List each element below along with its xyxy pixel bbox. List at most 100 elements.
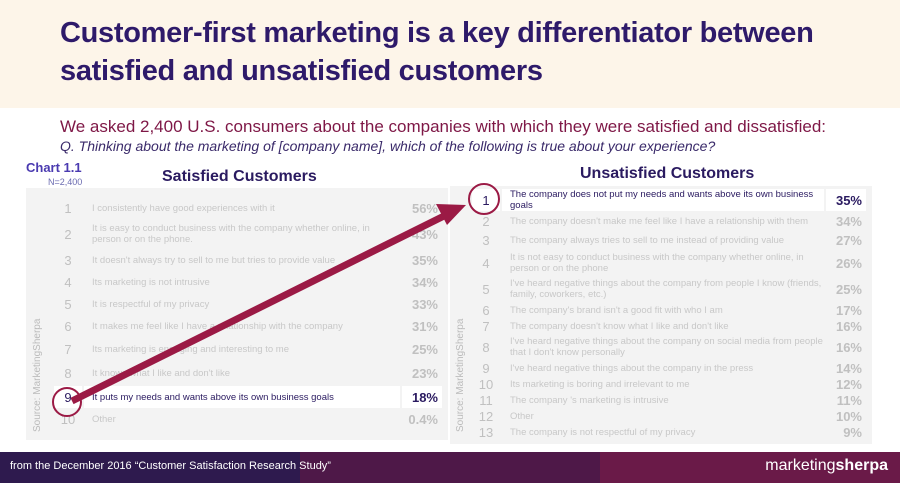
rank-cell: 7 — [472, 319, 500, 333]
table-row: 9 It puts my needs and wants above its ow… — [54, 386, 442, 408]
percent-cell: 23% — [402, 362, 442, 384]
percent-cell: 16% — [826, 335, 866, 359]
statement-cell: I've heard negative things about the com… — [502, 335, 824, 359]
table-row: 2 The company doesn't make me feel like I… — [472, 213, 866, 230]
rank-cell: 3 — [472, 232, 500, 249]
statement-cell: It knows what I like and don't like — [84, 362, 400, 384]
table-row: 3 The company always tries to sell to me … — [472, 232, 866, 249]
rank-cell: 6 — [472, 303, 500, 317]
statement-cell: The company doesn't make me feel like I … — [502, 213, 824, 230]
statement-cell: The company does not put my needs and wa… — [502, 189, 824, 211]
rank-cell: 8 — [54, 362, 82, 384]
rank-cell: 4 — [54, 272, 82, 292]
table-row: 1 The company does not put my needs and w… — [472, 189, 866, 211]
table-row: 4 It is not easy to conduct business with… — [472, 251, 866, 275]
statement-cell: I've heard negative things about the com… — [502, 277, 824, 301]
statement-cell: Other — [84, 410, 400, 428]
table-row: 3 It doesn't always try to sell to me but… — [54, 250, 442, 270]
header-banner — [0, 0, 900, 108]
table-row: 5 I've heard negative things about the co… — [472, 277, 866, 301]
table-row: 6 The company's brand isn't a good fit wi… — [472, 303, 866, 317]
percent-cell: 25% — [402, 338, 442, 360]
percent-cell: 16% — [826, 319, 866, 333]
percent-cell: 9% — [826, 425, 866, 439]
intro-text: We asked 2,400 U.S. consumers about the … — [60, 117, 827, 136]
marketingsherpa-logo: marketingsherpa — [765, 457, 888, 474]
rank-cell: 5 — [472, 277, 500, 301]
rank-cell: 4 — [472, 251, 500, 275]
statement-cell: The company doesn't know what I like and… — [502, 319, 824, 333]
percent-cell: 34% — [402, 272, 442, 292]
rank-cell: 5 — [54, 294, 82, 314]
table-row: 10 Its marketing is boring and irrelevant… — [472, 377, 866, 391]
percent-cell: 17% — [826, 303, 866, 317]
table-row: 5 It is respectful of my privacy 33% — [54, 294, 442, 314]
statement-cell: It is easy to conduct business with the … — [84, 220, 400, 248]
percent-cell: 35% — [402, 250, 442, 270]
percent-cell: 18% — [402, 386, 442, 408]
rank-cell: 3 — [54, 250, 82, 270]
statement-cell: I've heard negative things about the com… — [502, 361, 824, 375]
percent-cell: 26% — [826, 251, 866, 275]
table-row: 11 The company 's marketing is intrusive 1… — [472, 393, 866, 407]
percent-cell: 11% — [826, 393, 866, 407]
rank-cell: 8 — [472, 335, 500, 359]
footer-source: from the December 2016 “Customer Satisfa… — [10, 460, 331, 472]
table-row: 2 It is easy to conduct business with the… — [54, 220, 442, 248]
statement-cell: The company always tries to sell to me i… — [502, 232, 824, 249]
rank-cell: 1 — [54, 198, 82, 218]
rank-cell: 2 — [472, 213, 500, 230]
statement-cell: I consistently have good experiences wit… — [84, 198, 400, 218]
statement-cell: It doesn't always try to sell to me but … — [84, 250, 400, 270]
percent-cell: 56% — [402, 198, 442, 218]
percent-cell: 27% — [826, 232, 866, 249]
percent-cell: 34% — [826, 213, 866, 230]
page-title: Customer-first marketing is a key differ… — [60, 17, 814, 87]
chart-label: Chart 1.1 — [26, 160, 82, 175]
statement-cell: It is not easy to conduct business with … — [502, 251, 824, 275]
statement-cell: The company 's marketing is intrusive — [502, 393, 824, 407]
table-row: 12 Other 10% — [472, 409, 866, 423]
statement-cell: Its marketing is boring and irrelevant t… — [502, 377, 824, 391]
rank-cell: 7 — [54, 338, 82, 360]
table-row: 8 It knows what I like and don't like 23% — [54, 362, 442, 384]
percent-cell: 25% — [826, 277, 866, 301]
statement-cell: It is respectful of my privacy — [84, 294, 400, 314]
percent-cell: 35% — [826, 189, 866, 211]
highlight-circle — [52, 387, 82, 417]
statement-cell: It puts my needs and wants above its own… — [84, 386, 400, 408]
footer-bar — [0, 452, 900, 483]
question-text: Q. Thinking about the marketing of [comp… — [60, 138, 716, 154]
percent-cell: 0.4% — [402, 410, 442, 428]
rank-cell: 1 — [472, 189, 500, 211]
statement-cell: Other — [502, 409, 824, 423]
statement-cell: The company's brand isn't a good fit wit… — [502, 303, 824, 317]
table-row: 9 I've heard negative things about the co… — [472, 361, 866, 375]
rank-cell: 12 — [472, 409, 500, 423]
sample-size: N=2,400 — [48, 177, 83, 187]
table-row: 7 The company doesn't know what I like an… — [472, 319, 866, 333]
rank-cell: 11 — [472, 393, 500, 407]
unsatisfied-heading: Unsatisfied Customers — [580, 165, 755, 182]
percent-cell: 12% — [826, 377, 866, 391]
rank-cell: 13 — [472, 425, 500, 439]
statement-cell: The company is not respectful of my priv… — [502, 425, 824, 439]
percent-cell: 10% — [826, 409, 866, 423]
percent-cell: 33% — [402, 294, 442, 314]
rank-cell: 2 — [54, 220, 82, 248]
unsatisfied-table: 1 The company does not put my needs and w… — [470, 187, 868, 441]
rank-cell: 9 — [472, 361, 500, 375]
arrow-head-icon — [436, 204, 466, 225]
percent-cell: 31% — [402, 316, 442, 336]
arrow-shaft — [70, 210, 450, 405]
satisfied-heading: Satisfied Customers — [162, 168, 317, 185]
rank-cell: 10 — [472, 377, 500, 391]
percent-cell: 14% — [826, 361, 866, 375]
highlight-circle — [468, 183, 500, 215]
rank-cell: 6 — [54, 316, 82, 336]
table-row: 13 The company is not respectful of my pr… — [472, 425, 866, 439]
table-row: 8 I've heard negative things about the co… — [472, 335, 866, 359]
